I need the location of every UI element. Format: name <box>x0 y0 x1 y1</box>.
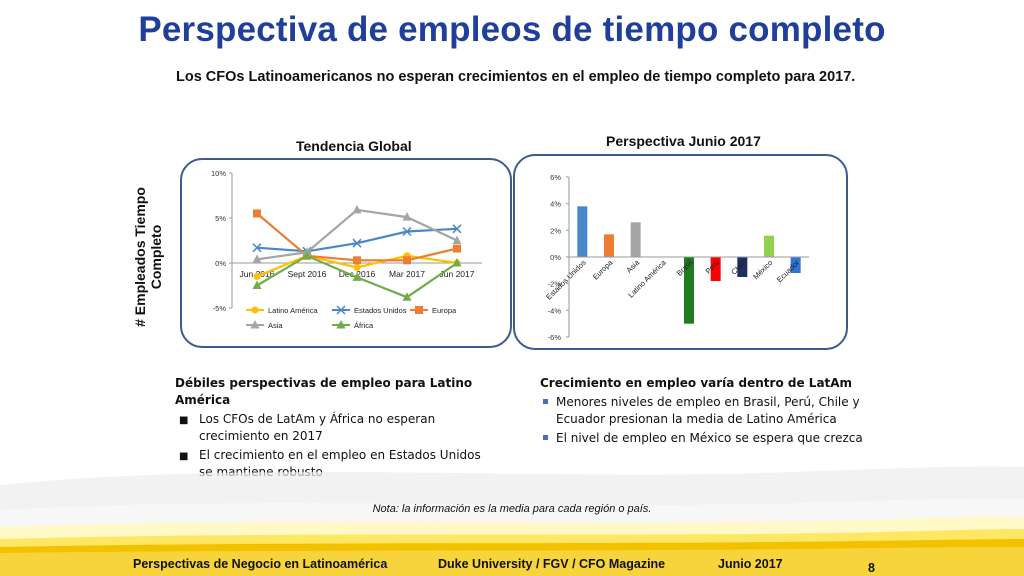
line-chart: 10%5%0%-5%Jun 2016 Sept 2016 Dec 2016 Mar 2… <box>211 169 482 330</box>
square-bullet-icon: ■ <box>179 451 189 462</box>
data-point <box>453 244 461 253</box>
bar <box>604 234 614 257</box>
y-tick-label: 0% <box>215 259 226 268</box>
right-notes-item: El nivel de empleo en México se espera q… <box>540 430 870 447</box>
left-notes-item-text: Los CFOs de LatAm y África no esperan cr… <box>199 412 436 443</box>
y-axis-title: # Empleados Tiempo Completo <box>118 182 178 332</box>
legend-marker <box>251 306 259 314</box>
y-tick-label: 10% <box>211 169 226 178</box>
y-tick-label: 4% <box>550 200 561 209</box>
legend-label: Latino América <box>268 306 318 315</box>
bar-chart-title: Perspectiva Junio 2017 <box>606 133 761 149</box>
data-point <box>452 258 462 267</box>
footer-right: Junio 2017 <box>718 557 783 571</box>
data-point <box>252 280 262 289</box>
square-bullet-icon <box>543 399 548 404</box>
y-tick-label: 5% <box>215 214 226 223</box>
right-notes-heading: Crecimiento en empleo varía dentro de La… <box>540 376 853 390</box>
data-point <box>253 209 261 218</box>
data-point <box>402 226 412 237</box>
legend-label: Europa <box>432 306 457 315</box>
bar <box>764 235 774 257</box>
y-tick-label: -6% <box>548 333 562 342</box>
bar <box>790 257 801 273</box>
legend-label: Asia <box>268 321 283 330</box>
slide-title: Perspectiva de empleos de tiempo complet… <box>138 10 886 49</box>
bar-chart: 6%4%2%0%-2%-4%-6%Estados Unidos Europa Asi… <box>544 173 809 342</box>
bar <box>737 257 748 277</box>
x-tick-label: Sept 2016 <box>288 269 327 279</box>
data-point <box>252 243 262 253</box>
bar-chart-panel: 6% 4% 2% 0% -2% -4% -6% Estados Unidos Europa Asi… <box>513 154 848 350</box>
data-point <box>402 292 412 301</box>
line-chart-panel: 10% 5% 0% -5% Jun 2016 Sept 2016 Dec 2016 Mar 2… <box>180 158 512 348</box>
left-notes-item: ■ Los CFOs de LatAm y África no esperan c… <box>175 411 495 445</box>
footnote: Nota: la información es la media para ca… <box>372 503 652 515</box>
legend-marker <box>336 305 346 315</box>
page-number: 8 <box>868 561 875 575</box>
x-tick-label: Europa <box>591 257 615 281</box>
bar <box>684 257 694 324</box>
legend-marker <box>336 320 346 329</box>
bar <box>577 206 588 257</box>
series-line <box>256 212 458 262</box>
left-notes-heading: Débiles perspectivas de empleo para Lati… <box>175 376 473 407</box>
y-axis-title-line1: # Empleados Tiempo <box>132 187 148 327</box>
data-point <box>352 204 362 214</box>
bar <box>630 222 641 257</box>
data-point <box>352 238 362 248</box>
data-point <box>402 212 412 221</box>
y-tick-label: -4% <box>548 306 562 315</box>
left-notes: Débiles perspectivas de empleo para Lati… <box>175 375 495 483</box>
data-point <box>253 273 261 280</box>
y-tick-label: 0% <box>550 253 561 262</box>
legend-marker <box>415 306 423 314</box>
legend-label: Estados Unidos <box>354 306 407 315</box>
y-tick-label: -2% <box>548 280 562 289</box>
data-point <box>353 256 361 265</box>
right-notes-item-text: El nivel de empleo en México se espera q… <box>556 431 863 445</box>
right-notes: Crecimiento en empleo varía dentro de La… <box>540 375 870 449</box>
x-tick-label: Jun 2017 <box>440 269 475 279</box>
y-axis-title-line2: Completo <box>148 224 164 290</box>
bar <box>710 257 721 281</box>
footer: Perspectivas de Negocio en Latinoamérica… <box>0 556 1024 576</box>
y-tick-label: 6% <box>550 173 561 182</box>
data-point <box>353 264 361 271</box>
legend-label: África <box>354 321 374 330</box>
footer-center: Duke University / FGV / CFO Magazine <box>438 557 666 571</box>
series-line <box>256 208 458 261</box>
x-tick-label: Asia <box>624 257 641 274</box>
y-tick-label: 2% <box>550 226 561 235</box>
y-tick-label: -5% <box>213 304 227 313</box>
square-bullet-icon <box>543 435 548 440</box>
line-chart-title: Tendencia Global <box>296 138 412 154</box>
data-point <box>352 272 362 281</box>
data-point <box>452 224 462 234</box>
right-notes-item: Menores niveles de empleo en Brasil, Per… <box>540 394 870 428</box>
data-point <box>302 250 312 260</box>
data-point <box>403 256 411 265</box>
legend-marker <box>250 320 260 329</box>
decorative-waves <box>0 466 1024 576</box>
footer-left: Perspectivas de Negocio en Latinoamérica <box>133 557 388 571</box>
x-tick-label: Mar 2017 <box>389 269 425 279</box>
data-point <box>252 254 262 263</box>
right-notes-item-text: Menores niveles de empleo en Brasil, Per… <box>556 395 860 426</box>
slide-subtitle: Los CFOs Latinoamericanos no esperan cre… <box>176 69 856 85</box>
data-point <box>452 235 462 244</box>
square-bullet-icon: ■ <box>179 415 189 426</box>
x-tick-label: México <box>751 258 774 281</box>
